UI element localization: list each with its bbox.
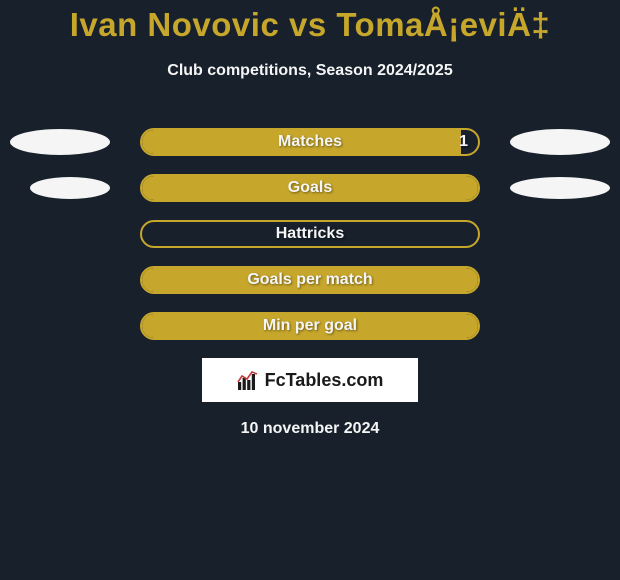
stat-row: Matches1 <box>0 128 620 156</box>
stat-rows: Matches1 Goals Hattricks Goals per match Min… <box>0 128 620 340</box>
date-label: 10 november 2024 <box>0 420 620 438</box>
page-title: Ivan Novovic vs TomaÅ¡eviÄ‡ <box>0 6 620 44</box>
stat-row: Goals per match <box>0 266 620 294</box>
stat-bar: Matches1 <box>140 128 480 156</box>
stat-row: Goals <box>0 174 620 202</box>
stat-bar: Goals <box>140 174 480 202</box>
stat-label: Goals <box>142 179 478 197</box>
stat-bar: Goals per match <box>140 266 480 294</box>
stat-label: Goals per match <box>142 271 478 289</box>
stat-row: Hattricks <box>0 220 620 248</box>
logo-text: FcTables.com <box>265 370 384 391</box>
left-ellipse <box>10 129 110 155</box>
stat-bar: Min per goal <box>140 312 480 340</box>
logo-chart-icon <box>237 369 259 391</box>
stat-bar: Hattricks <box>140 220 480 248</box>
stat-label: Matches <box>142 133 478 151</box>
fctables-logo: FcTables.com <box>202 358 418 402</box>
stat-label: Hattricks <box>142 225 478 243</box>
left-ellipse <box>30 177 110 199</box>
stat-label: Min per goal <box>142 317 478 335</box>
stat-row: Min per goal <box>0 312 620 340</box>
right-ellipse <box>510 129 610 155</box>
comparison-infographic: Ivan Novovic vs TomaÅ¡eviÄ‡ Club competi… <box>0 0 620 580</box>
stat-value: 1 <box>459 133 468 151</box>
right-ellipse <box>510 177 610 199</box>
page-subtitle: Club competitions, Season 2024/2025 <box>0 62 620 80</box>
